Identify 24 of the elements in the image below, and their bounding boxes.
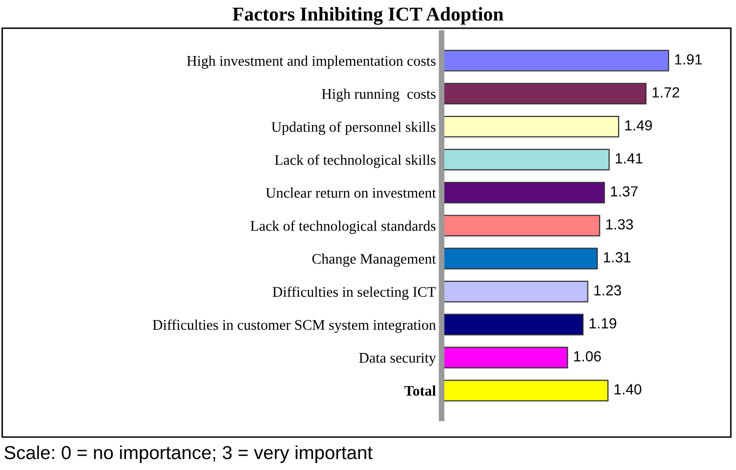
- data-label: 1.19: [590, 318, 616, 328]
- data-label: 1.31: [604, 252, 630, 263]
- y-tick-label: Change Management: [312, 254, 436, 267]
- y-tick-label: Difficulties in customer SCM system integration: [152, 319, 436, 333]
- y-tick-label: Unclear return on investment: [266, 188, 436, 198]
- data-label: 1.49: [625, 120, 652, 131]
- y-tick-label: Updating of personnel skills: [271, 121, 436, 135]
- data-label: 1.06: [574, 351, 601, 362]
- data-label: 1.72: [652, 87, 680, 98]
- y-tick-label: Lack of technological standards: [250, 220, 436, 234]
- y-tick-label: High running costs: [322, 88, 436, 102]
- y-tick-label: Total: [404, 385, 436, 396]
- data-label: 1.41: [616, 153, 642, 164]
- data-label: 1.33: [606, 219, 633, 230]
- y-tick-label: High investment and implementation costs: [186, 56, 436, 69]
- y-tick-label: Difficulties in selecting ICT: [272, 286, 436, 300]
- data-label: 1.37: [611, 186, 638, 197]
- y-tick-label: Data security: [359, 352, 436, 366]
- data-label: 1.40: [614, 384, 642, 394]
- text: Scale: 0 = no importance; 3 = very important: [4, 445, 372, 463]
- y-tick-label: Lack of technological skills: [274, 154, 436, 168]
- data-label: 1.91: [675, 54, 702, 65]
- chart-title: Factors Inhibiting ICT Adoption: [232, 7, 504, 25]
- data-label: 1.23: [594, 285, 622, 296]
